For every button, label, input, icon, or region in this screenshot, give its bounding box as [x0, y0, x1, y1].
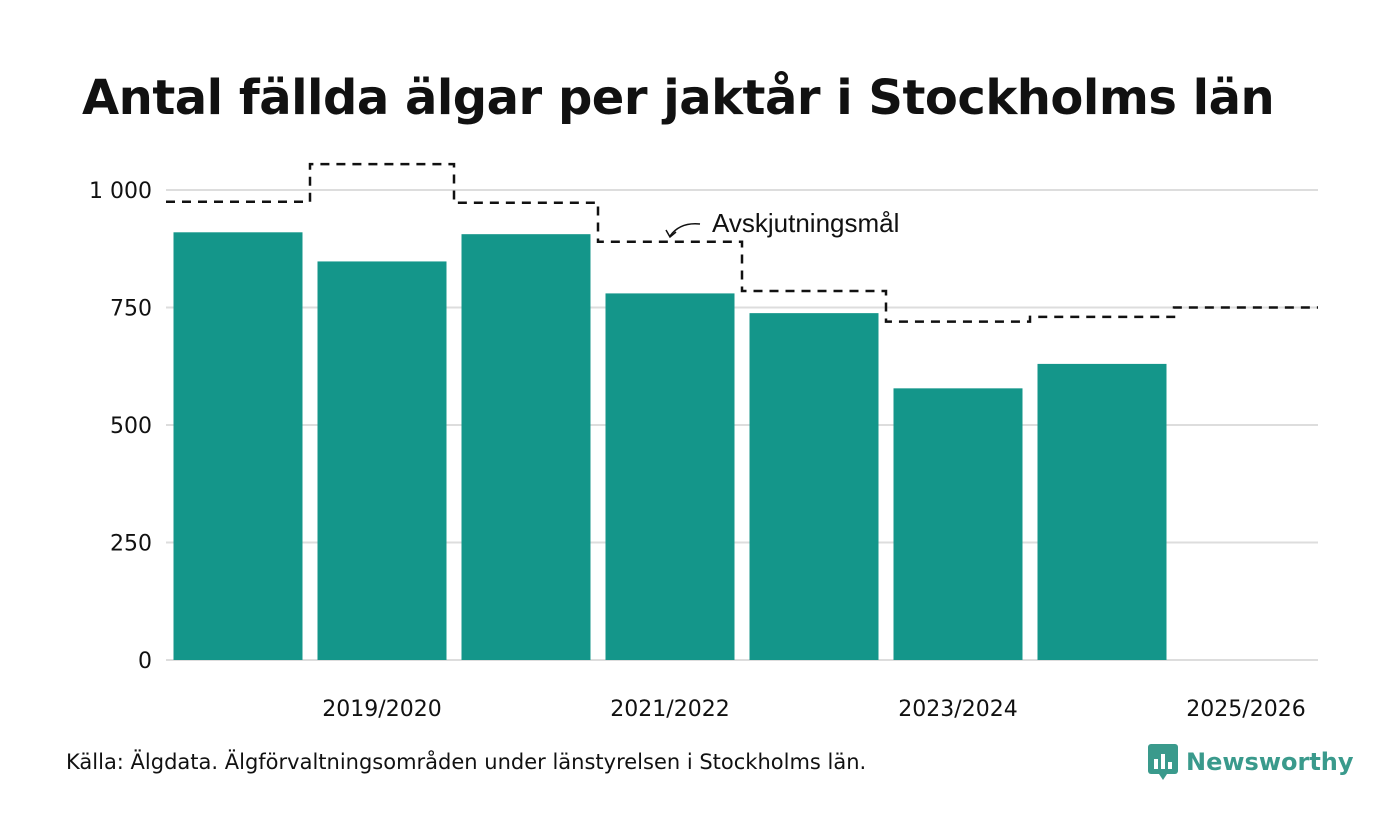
x-tick-label: 2019/2020: [322, 697, 441, 722]
chart-title: Antal fällda älgar per jaktår i Stockhol…: [82, 70, 1275, 126]
y-tick-label: 1 000: [89, 179, 152, 204]
y-tick-label: 250: [110, 532, 152, 557]
y-axis-ticks: 0 250 500 750 1 000: [89, 179, 152, 674]
newsworthy-logo-icon: [1148, 744, 1178, 780]
bar-chart: 0 250 500 750 1 000 2019/2020 2021/2022 2023/2…: [89, 162, 1318, 722]
bars: [173, 232, 1167, 661]
bar-2023/2024: [893, 388, 1023, 660]
x-tick-label: 2025/2026: [1186, 697, 1305, 722]
bar-2019/2020: [317, 261, 447, 660]
x-tick-label: 2021/2022: [610, 697, 729, 722]
y-tick-label: 0: [138, 649, 152, 674]
x-axis-ticks: 2019/2020 2021/2022 2023/2024 2025/2026: [322, 697, 1305, 722]
y-tick-label: 500: [110, 414, 152, 439]
annotation: Avskjutningsmål: [665, 208, 899, 239]
bar-2021/2022: [605, 293, 735, 660]
brand-logo: Newsworthy: [1148, 744, 1354, 780]
x-tick-label: 2023/2024: [898, 697, 1017, 722]
bar-2022/2023: [749, 313, 879, 660]
annotation-arrowhead: [665, 229, 677, 239]
y-tick-label: 750: [110, 297, 152, 322]
bar-2020/2021: [461, 234, 591, 660]
bar-2024/2025: [1037, 363, 1167, 660]
annotation-arrow: [669, 223, 701, 237]
annotation-label: Avskjutningsmål: [712, 208, 899, 238]
source-note: Källa: Älgdata. Älgförvaltningsområden u…: [66, 750, 867, 774]
brand-name: Newsworthy: [1186, 748, 1354, 776]
bar-2018/2019: [173, 232, 303, 661]
